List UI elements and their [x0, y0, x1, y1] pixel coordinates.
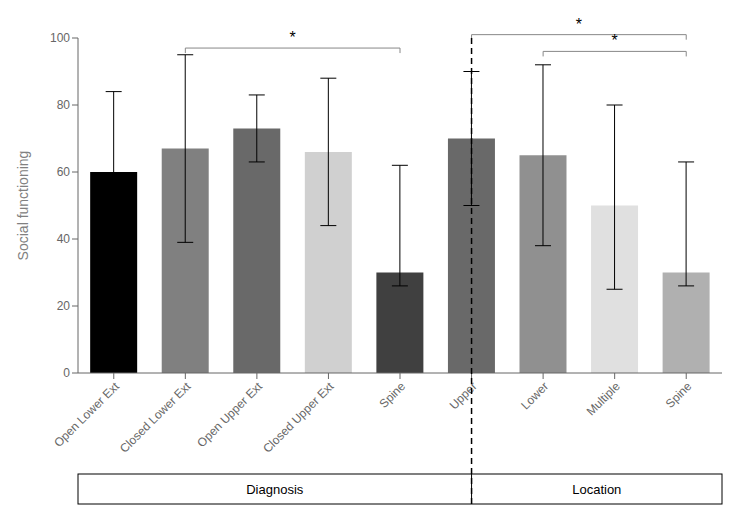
svg-text:Spine: Spine	[663, 379, 695, 411]
svg-text:*: *	[290, 29, 296, 46]
svg-text:20: 20	[57, 299, 71, 313]
svg-text:80: 80	[57, 98, 71, 112]
svg-text:100: 100	[50, 31, 70, 45]
svg-text:*: *	[612, 32, 618, 49]
svg-text:Closed Lower Ext: Closed Lower Ext	[117, 379, 194, 456]
svg-text:Location: Location	[572, 482, 621, 497]
svg-text:*: *	[576, 16, 582, 33]
svg-text:Spine: Spine	[377, 379, 409, 411]
svg-text:Open Lower Ext: Open Lower Ext	[51, 379, 122, 450]
svg-text:60: 60	[57, 165, 71, 179]
svg-text:Diagnosis: Diagnosis	[246, 482, 304, 497]
svg-text:40: 40	[57, 232, 71, 246]
svg-text:Lower: Lower	[518, 379, 551, 412]
svg-text:Upper: Upper	[447, 379, 480, 412]
svg-text:Social functioning: Social functioning	[15, 151, 31, 261]
svg-text:Closed Upper Ext: Closed Upper Ext	[260, 379, 337, 456]
svg-text:Open Upper Ext: Open Upper Ext	[194, 379, 265, 450]
svg-text:Multiple: Multiple	[584, 379, 623, 418]
svg-text:0: 0	[63, 366, 70, 380]
